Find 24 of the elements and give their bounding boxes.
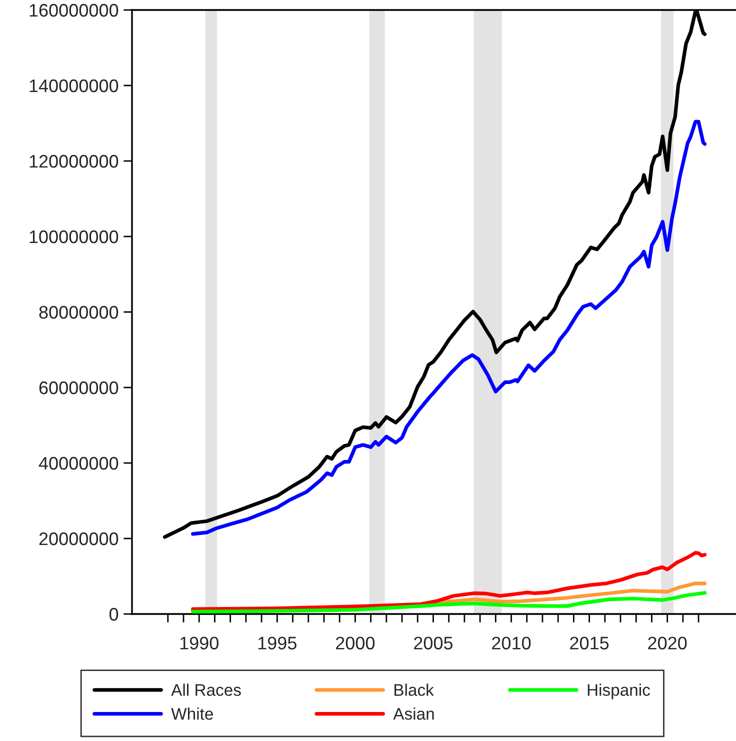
y-tick-label: 100000000 <box>30 230 118 244</box>
y-tick-label: 160000000 <box>30 4 118 17</box>
legend-label: White <box>171 708 213 720</box>
x-tick-label: 1995 <box>258 636 296 650</box>
x-tick-label: 2020 <box>648 636 687 650</box>
y-tick-label: 120000000 <box>30 154 118 168</box>
x-tick-label: 1990 <box>180 636 218 650</box>
y-tick-label: 20000000 <box>39 532 118 546</box>
legend-label: All Races <box>171 684 241 696</box>
y-tick-label: 80000000 <box>39 306 118 319</box>
x-tick-label: 2010 <box>492 636 531 650</box>
line-series <box>191 120 707 536</box>
legend-label: Black <box>394 684 434 696</box>
line-series <box>191 551 707 611</box>
legend-label: Hispanic <box>588 684 650 700</box>
x-tick-label: 2005 <box>414 636 453 650</box>
y-tick-label: 140000000 <box>30 79 118 92</box>
y-tick-label: 0 <box>109 608 118 621</box>
line-series <box>191 591 707 614</box>
x-tick-label: 2015 <box>570 636 609 650</box>
x-tick-label: 2000 <box>336 636 375 650</box>
y-tick-label: 60000000 <box>39 381 118 394</box>
legend-label: Asian <box>393 708 434 720</box>
y-tick-label: 40000000 <box>38 456 118 470</box>
